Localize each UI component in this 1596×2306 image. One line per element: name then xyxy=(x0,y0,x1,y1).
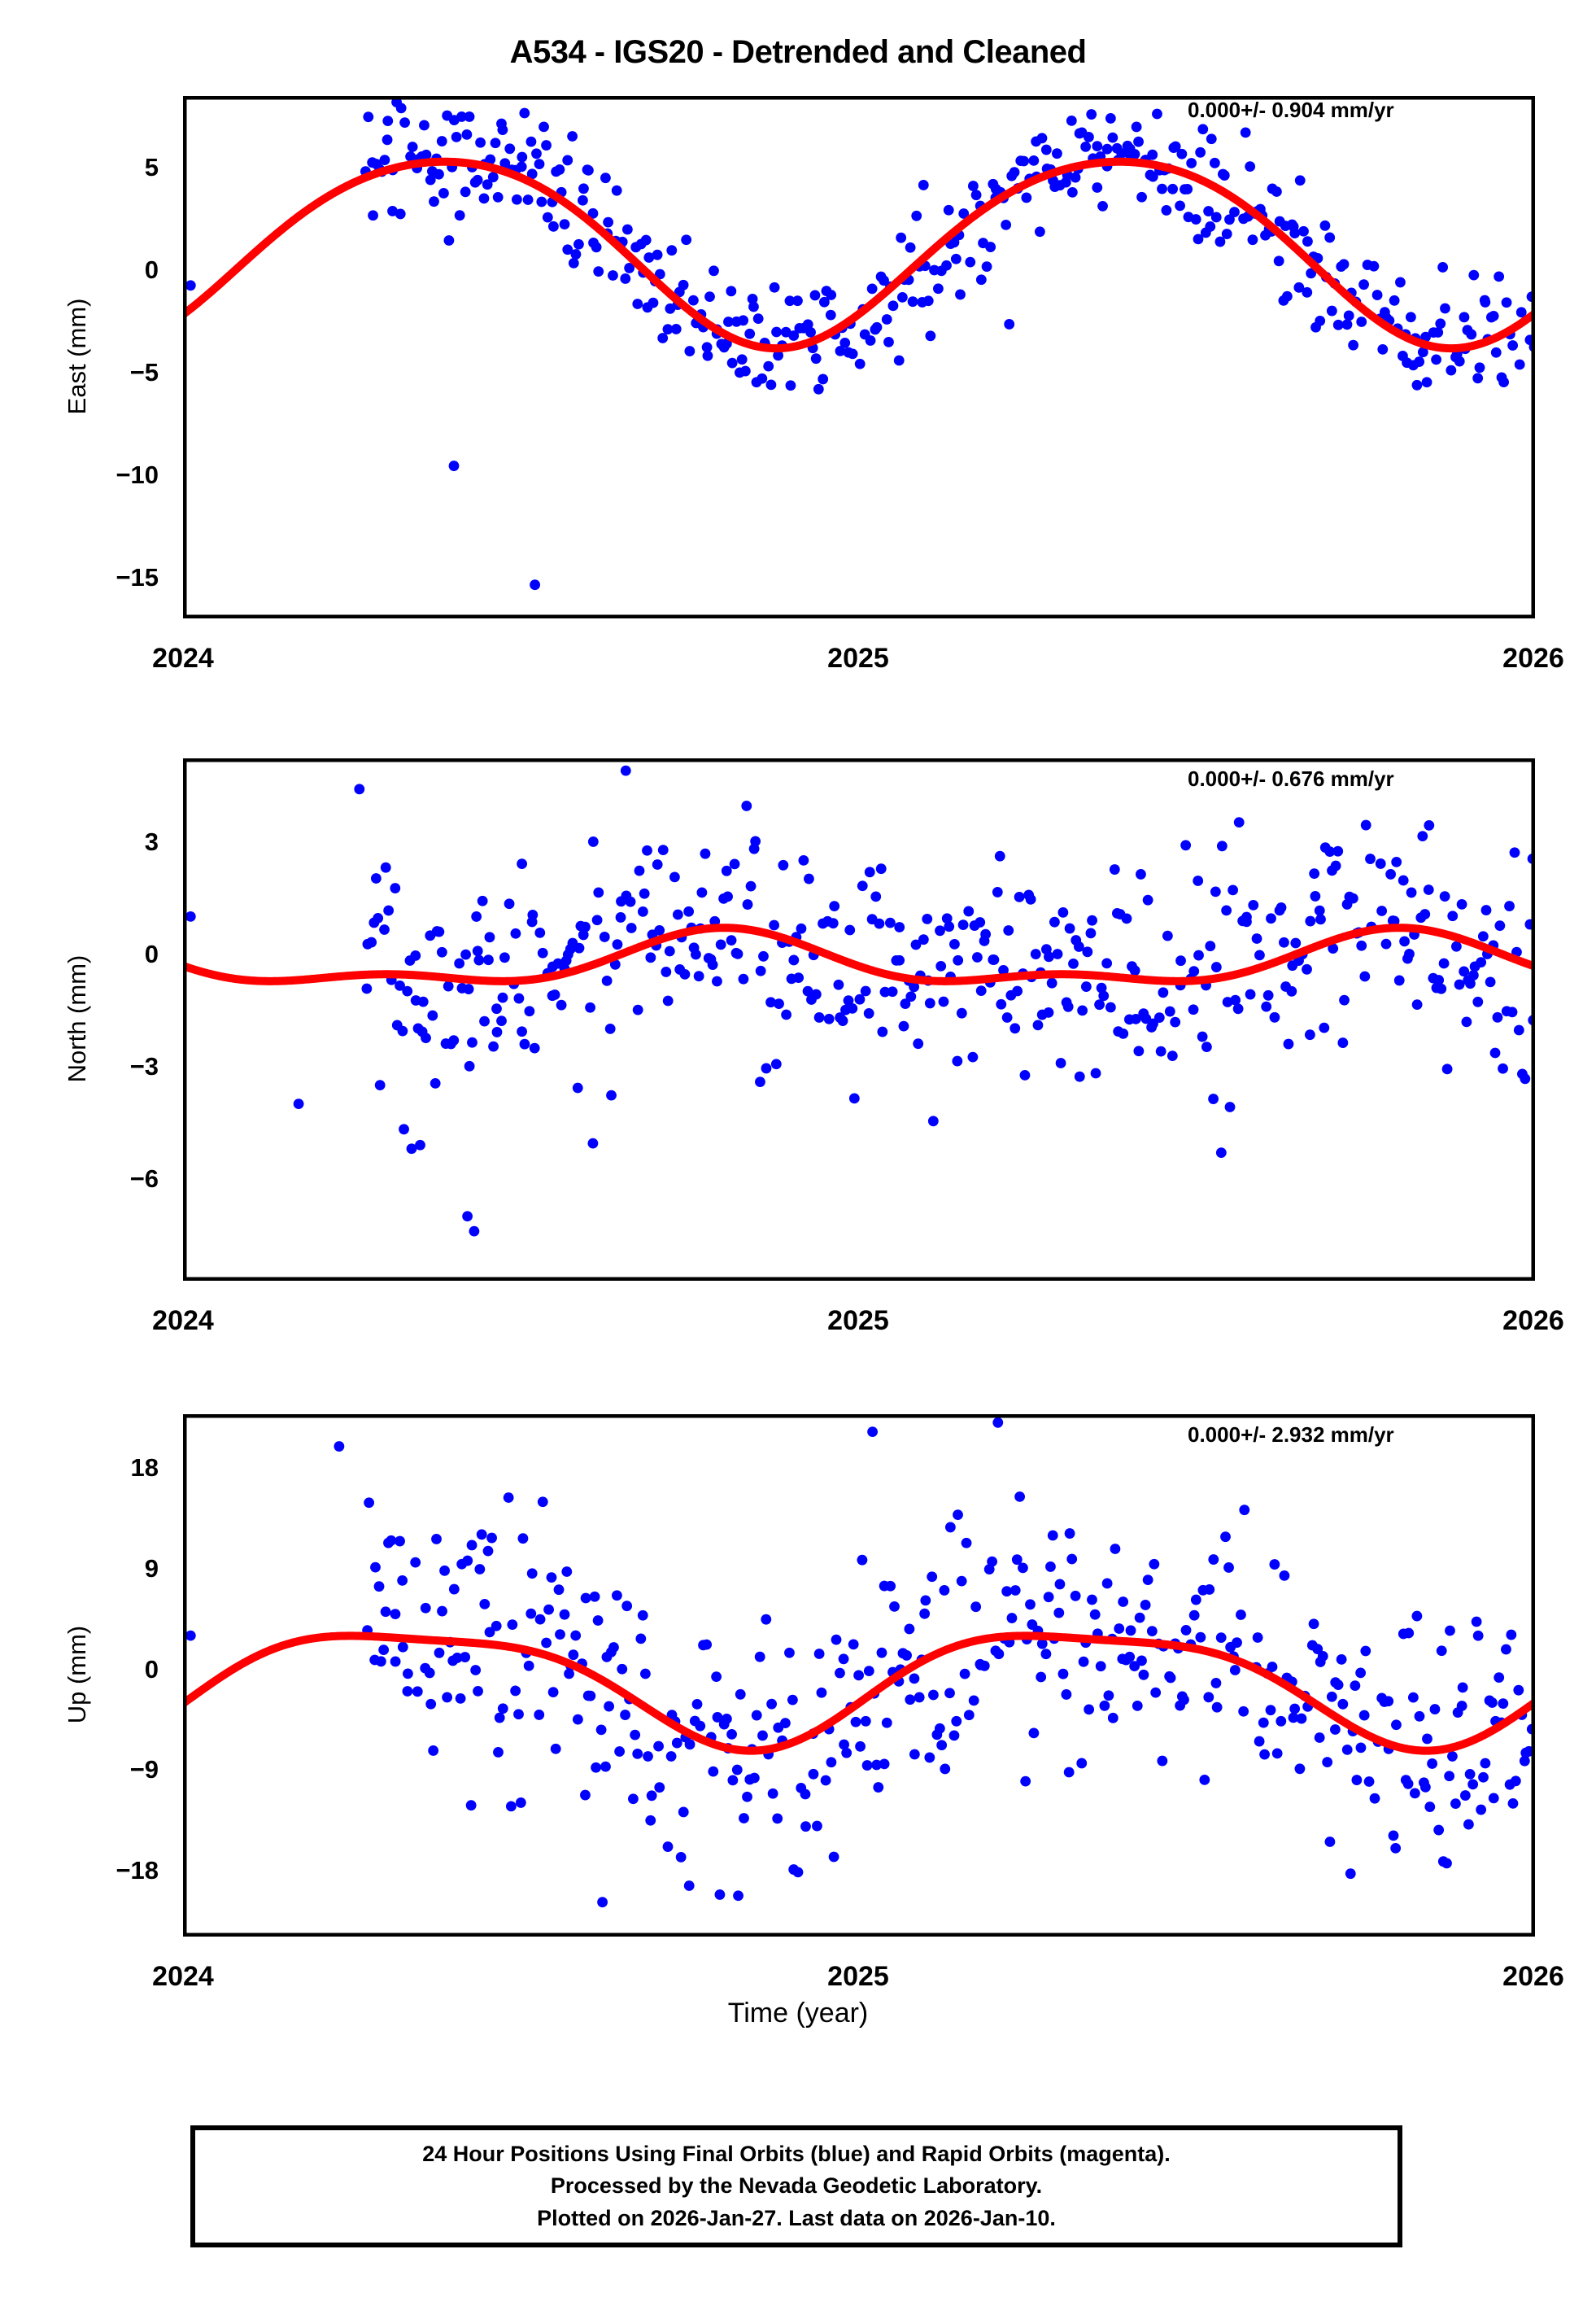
x-axis-title: Time (year) xyxy=(727,1998,869,2029)
y-tick-label-east-2: −5 xyxy=(129,357,159,387)
y-tick-label-east-4: −15 xyxy=(116,562,159,592)
x-tick-label-up-2024: 2024 xyxy=(152,1961,214,1992)
y-tick-label-north-1: 0 xyxy=(144,940,159,969)
y-axis-label-north: North (mm) xyxy=(63,954,91,1083)
y-tick-label-east-0: 5 xyxy=(144,152,159,181)
rate-annotation-east: 0.000+/- 0.904 mm/yr xyxy=(1188,98,1394,122)
y-tick-label-north-3: −6 xyxy=(129,1164,159,1194)
model-curve-north xyxy=(183,924,1535,985)
rate-annotation-up: 0.000+/- 2.932 mm/yr xyxy=(1188,1422,1394,1447)
model-curve-east xyxy=(183,157,1535,353)
page-title: A534 - IGS20 - Detrended and Cleaned xyxy=(509,34,1087,70)
y-tick-label-north-2: −3 xyxy=(129,1052,159,1081)
y-tick-label-east-3: −10 xyxy=(116,460,159,489)
x-tick-label-east-2024: 2024 xyxy=(152,643,214,674)
panel-east xyxy=(183,96,1535,618)
x-tick-label-up-2026: 2026 xyxy=(1502,1961,1564,1992)
y-tick-label-north-0: 3 xyxy=(144,827,159,856)
y-tick-label-up-4: −18 xyxy=(116,1856,159,1885)
y-tick-label-up-3: −9 xyxy=(129,1755,159,1784)
plot-frame-east xyxy=(183,96,1535,618)
panel-north xyxy=(183,758,1535,1281)
x-tick-label-north-2024: 2024 xyxy=(152,1305,214,1336)
panel-up xyxy=(183,1414,1535,1937)
y-tick-label-up-1: 9 xyxy=(144,1553,159,1583)
scatter-series-up xyxy=(185,1417,1535,1908)
x-tick-label-east-2026: 2026 xyxy=(1502,643,1564,674)
model-curve-up xyxy=(183,1631,1535,1755)
y-tick-label-up-2: 0 xyxy=(144,1654,159,1684)
caption-line-1: 24 Hour Positions Using Final Orbits (bl… xyxy=(422,2142,1171,2167)
plot-frame-north xyxy=(183,758,1535,1281)
plot-area-east xyxy=(183,96,1535,618)
x-tick-label-north-2026: 2026 xyxy=(1502,1305,1564,1336)
x-tick-label-north-2025: 2025 xyxy=(827,1305,889,1336)
caption-box: 24 Hour Positions Using Final Orbits (bl… xyxy=(190,2125,1402,2247)
rate-annotation-north: 0.000+/- 0.676 mm/yr xyxy=(1188,766,1394,791)
caption-line-2: Processed by the Nevada Geodetic Laborat… xyxy=(550,2173,1043,2199)
caption-line-3: Plotted on 2026-Jan-27. Last data on 202… xyxy=(537,2205,1056,2230)
x-tick-label-east-2025: 2025 xyxy=(827,643,889,674)
y-tick-label-up-0: 18 xyxy=(130,1452,159,1482)
scatter-series-north xyxy=(185,765,1535,1237)
plot-area-north xyxy=(183,758,1535,1281)
x-tick-label-up-2025: 2025 xyxy=(827,1961,889,1992)
y-tick-label-east-1: 0 xyxy=(144,255,159,284)
plot-area-up xyxy=(183,1414,1535,1937)
